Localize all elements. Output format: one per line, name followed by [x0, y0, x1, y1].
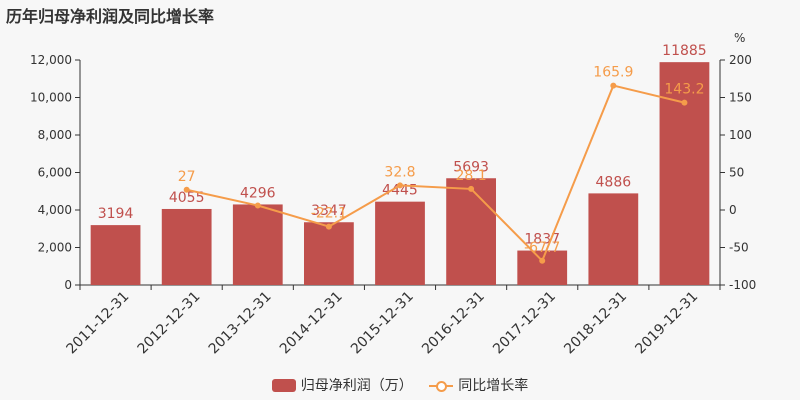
- y-right-tick-label: 0: [729, 203, 737, 217]
- line-value-label: 27: [178, 169, 196, 185]
- line-value-label: -22.1: [311, 206, 347, 222]
- bar: [375, 201, 425, 285]
- line-point: [539, 257, 546, 264]
- line-value-label: 28.1: [456, 168, 487, 184]
- growth-line: [186, 84, 685, 263]
- line-point: [183, 186, 190, 193]
- line-value-label: 165.9: [593, 65, 633, 81]
- bar: [517, 250, 568, 285]
- x-tick-label: 2016-12-31: [419, 289, 488, 358]
- line-value-label: 32.8: [384, 164, 415, 180]
- line-point: [397, 182, 403, 189]
- y-left-tick-label: 8,000: [38, 128, 72, 142]
- legend-bar-swatch: [271, 378, 296, 392]
- line-point: [681, 99, 688, 106]
- bar: [446, 178, 496, 285]
- legend-item-line[interactable]: 同比增长率: [429, 375, 528, 395]
- y-left-tick-label: 6,000: [38, 166, 72, 180]
- y-left-tick-label: 0: [64, 278, 72, 292]
- bar-value-label: 4055: [169, 190, 205, 206]
- x-tick-label: 2018-12-31: [561, 289, 630, 358]
- legend-line-label: 同比增长率: [458, 378, 529, 394]
- y-left-tick-label: 2,000: [38, 241, 72, 255]
- bar: [90, 225, 141, 285]
- bar-value-label: 11885: [662, 43, 707, 59]
- bar: [304, 222, 354, 285]
- line-point: [468, 185, 475, 192]
- bar-value-label: 5693: [453, 159, 489, 175]
- bar-value-label: 4296: [240, 185, 276, 201]
- y-left-tick-label: 4,000: [38, 203, 72, 217]
- bar: [588, 193, 639, 285]
- y-left-tick-label: 12,000: [30, 53, 72, 67]
- x-tick-label: 2011-12-31: [64, 289, 133, 358]
- x-tick-label: 2013-12-31: [206, 289, 275, 358]
- line-point: [254, 202, 261, 209]
- y-right-tick-label: 200: [729, 53, 752, 67]
- x-tick-label: 2012-12-31: [135, 289, 204, 358]
- line-point: [325, 223, 332, 230]
- y-right-tick-label: 150: [729, 91, 752, 105]
- x-tick-label: 2014-12-31: [277, 289, 346, 358]
- line-point: [610, 82, 617, 89]
- legend: 归母净利润（万） 同比增长率: [0, 375, 800, 396]
- bar: [232, 204, 283, 285]
- x-tick-label: 2017-12-31: [490, 289, 559, 358]
- legend-bar-label: 归母净利润（万）: [300, 378, 413, 394]
- legend-item-bar[interactable]: 归母净利润（万）: [271, 375, 413, 395]
- bar-value-label: 3347: [311, 203, 347, 219]
- y-right-tick-label: 50: [729, 166, 744, 180]
- bar-value-label: 1837: [524, 232, 560, 248]
- line-value-label: 143.2: [664, 82, 704, 98]
- y-right-tick-label: 100: [729, 128, 752, 142]
- y-right-unit: %: [734, 31, 745, 45]
- x-tick-label: 2015-12-31: [348, 289, 417, 358]
- legend-line-swatch: [429, 379, 454, 392]
- bar: [161, 208, 212, 285]
- x-tick-label: 2019-12-31: [632, 289, 701, 358]
- bar-value-label: 3194: [98, 206, 134, 222]
- y-left-tick-label: 10,000: [30, 91, 72, 105]
- bar-value-label: 4886: [596, 174, 632, 190]
- y-right-tick-label: -50: [729, 241, 749, 255]
- y-right-tick-label: -100: [729, 278, 756, 292]
- chart-title: 历年归母净利润及同比增长率: [6, 7, 215, 26]
- line-value-label: -67.7: [524, 240, 560, 256]
